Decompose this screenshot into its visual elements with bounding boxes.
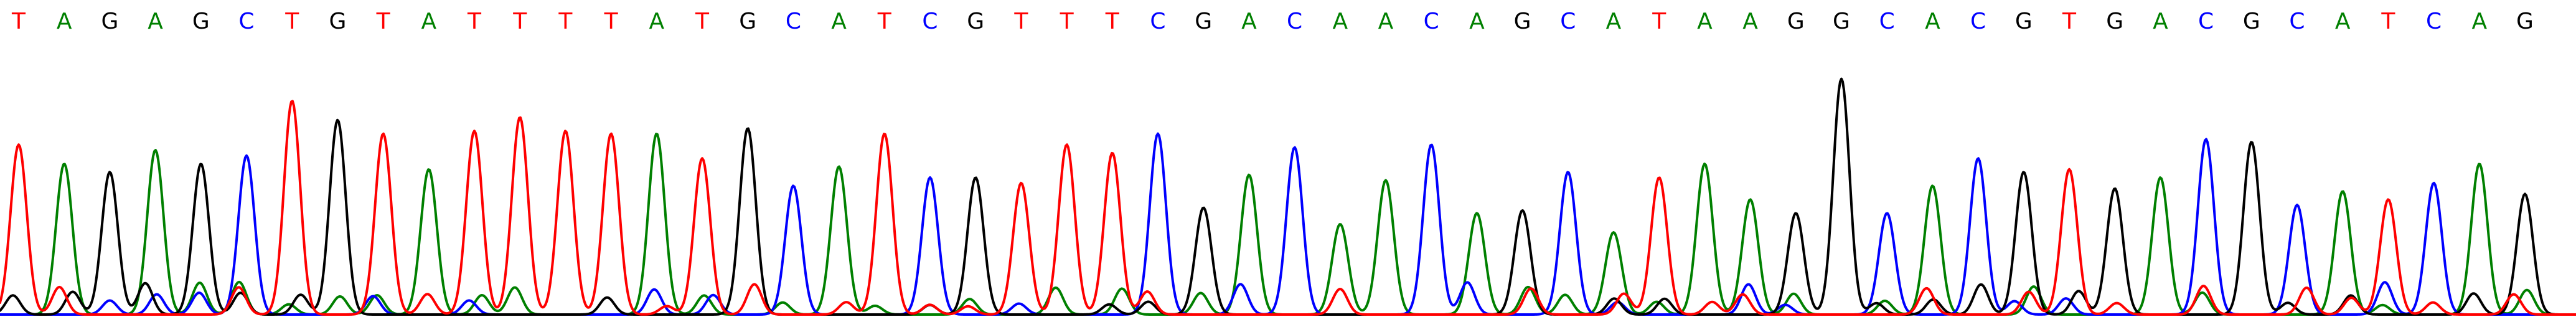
base-call-label: G [739, 9, 756, 34]
base-call-label: C [786, 9, 801, 34]
base-call-label: C [1879, 9, 1895, 34]
base-call-label: T [1105, 9, 1120, 34]
base-call-label: C [1970, 9, 1986, 34]
base-call-label: A [1925, 9, 1940, 34]
base-call-label: A [649, 9, 664, 34]
base-call-label: C [2426, 9, 2442, 34]
base-call-label: T [512, 9, 527, 34]
base-call-label: T [604, 9, 619, 34]
base-call-label: A [2153, 9, 2168, 34]
base-call-label: C [238, 9, 254, 34]
trace-line-t [0, 100, 2576, 316]
base-call-label: T [284, 9, 299, 34]
base-call-label: A [57, 9, 72, 34]
base-call-label: G [101, 9, 118, 34]
base-call-label: G [1787, 9, 1805, 34]
base-call-label: C [2198, 9, 2214, 34]
base-call-label: A [421, 9, 436, 34]
trace-layer [0, 77, 2576, 316]
base-call-label: G [1195, 9, 1212, 34]
base-call-label: G [2015, 9, 2033, 34]
base-call-label: T [695, 9, 710, 34]
base-call-label: A [148, 9, 163, 34]
base-call-label: G [329, 9, 346, 34]
base-call-label: A [1742, 9, 1758, 34]
base-call-label: G [2516, 9, 2534, 34]
base-call-label: C [1150, 9, 1165, 34]
base-call-label: T [2381, 9, 2395, 34]
base-call-label: A [1469, 9, 1485, 34]
base-call-label: C [922, 9, 938, 34]
base-call-label: G [192, 9, 210, 34]
base-call-label: T [467, 9, 482, 34]
base-call-label: G [1514, 9, 1531, 34]
base-call-label: A [1697, 9, 1713, 34]
base-call-label: T [11, 9, 26, 34]
base-call-label: G [2243, 9, 2260, 34]
base-call-label: A [1241, 9, 1257, 34]
base-call-label: A [831, 9, 847, 34]
base-call-label: T [877, 9, 892, 34]
base-call-label: A [1378, 9, 1394, 34]
base-call-label: A [1332, 9, 1348, 34]
base-call-label: T [1013, 9, 1028, 34]
base-call-label: T [558, 9, 573, 34]
base-call-label: T [1652, 9, 1666, 34]
base-call-label: C [1424, 9, 1439, 34]
base-call-label: C [1287, 9, 1302, 34]
base-call-label: G [967, 9, 984, 34]
base-call-label: G [2106, 9, 2123, 34]
base-call-label: C [2289, 9, 2305, 34]
base-call-label: T [2062, 9, 2077, 34]
base-call-label: A [2471, 9, 2487, 34]
base-call-label: A [1606, 9, 1622, 34]
base-call-label: T [1060, 9, 1074, 34]
base-call-label: G [1833, 9, 1850, 34]
base-call-label: C [1560, 9, 1576, 34]
base-call-label: T [376, 9, 391, 34]
base-call-label: A [2335, 9, 2351, 34]
